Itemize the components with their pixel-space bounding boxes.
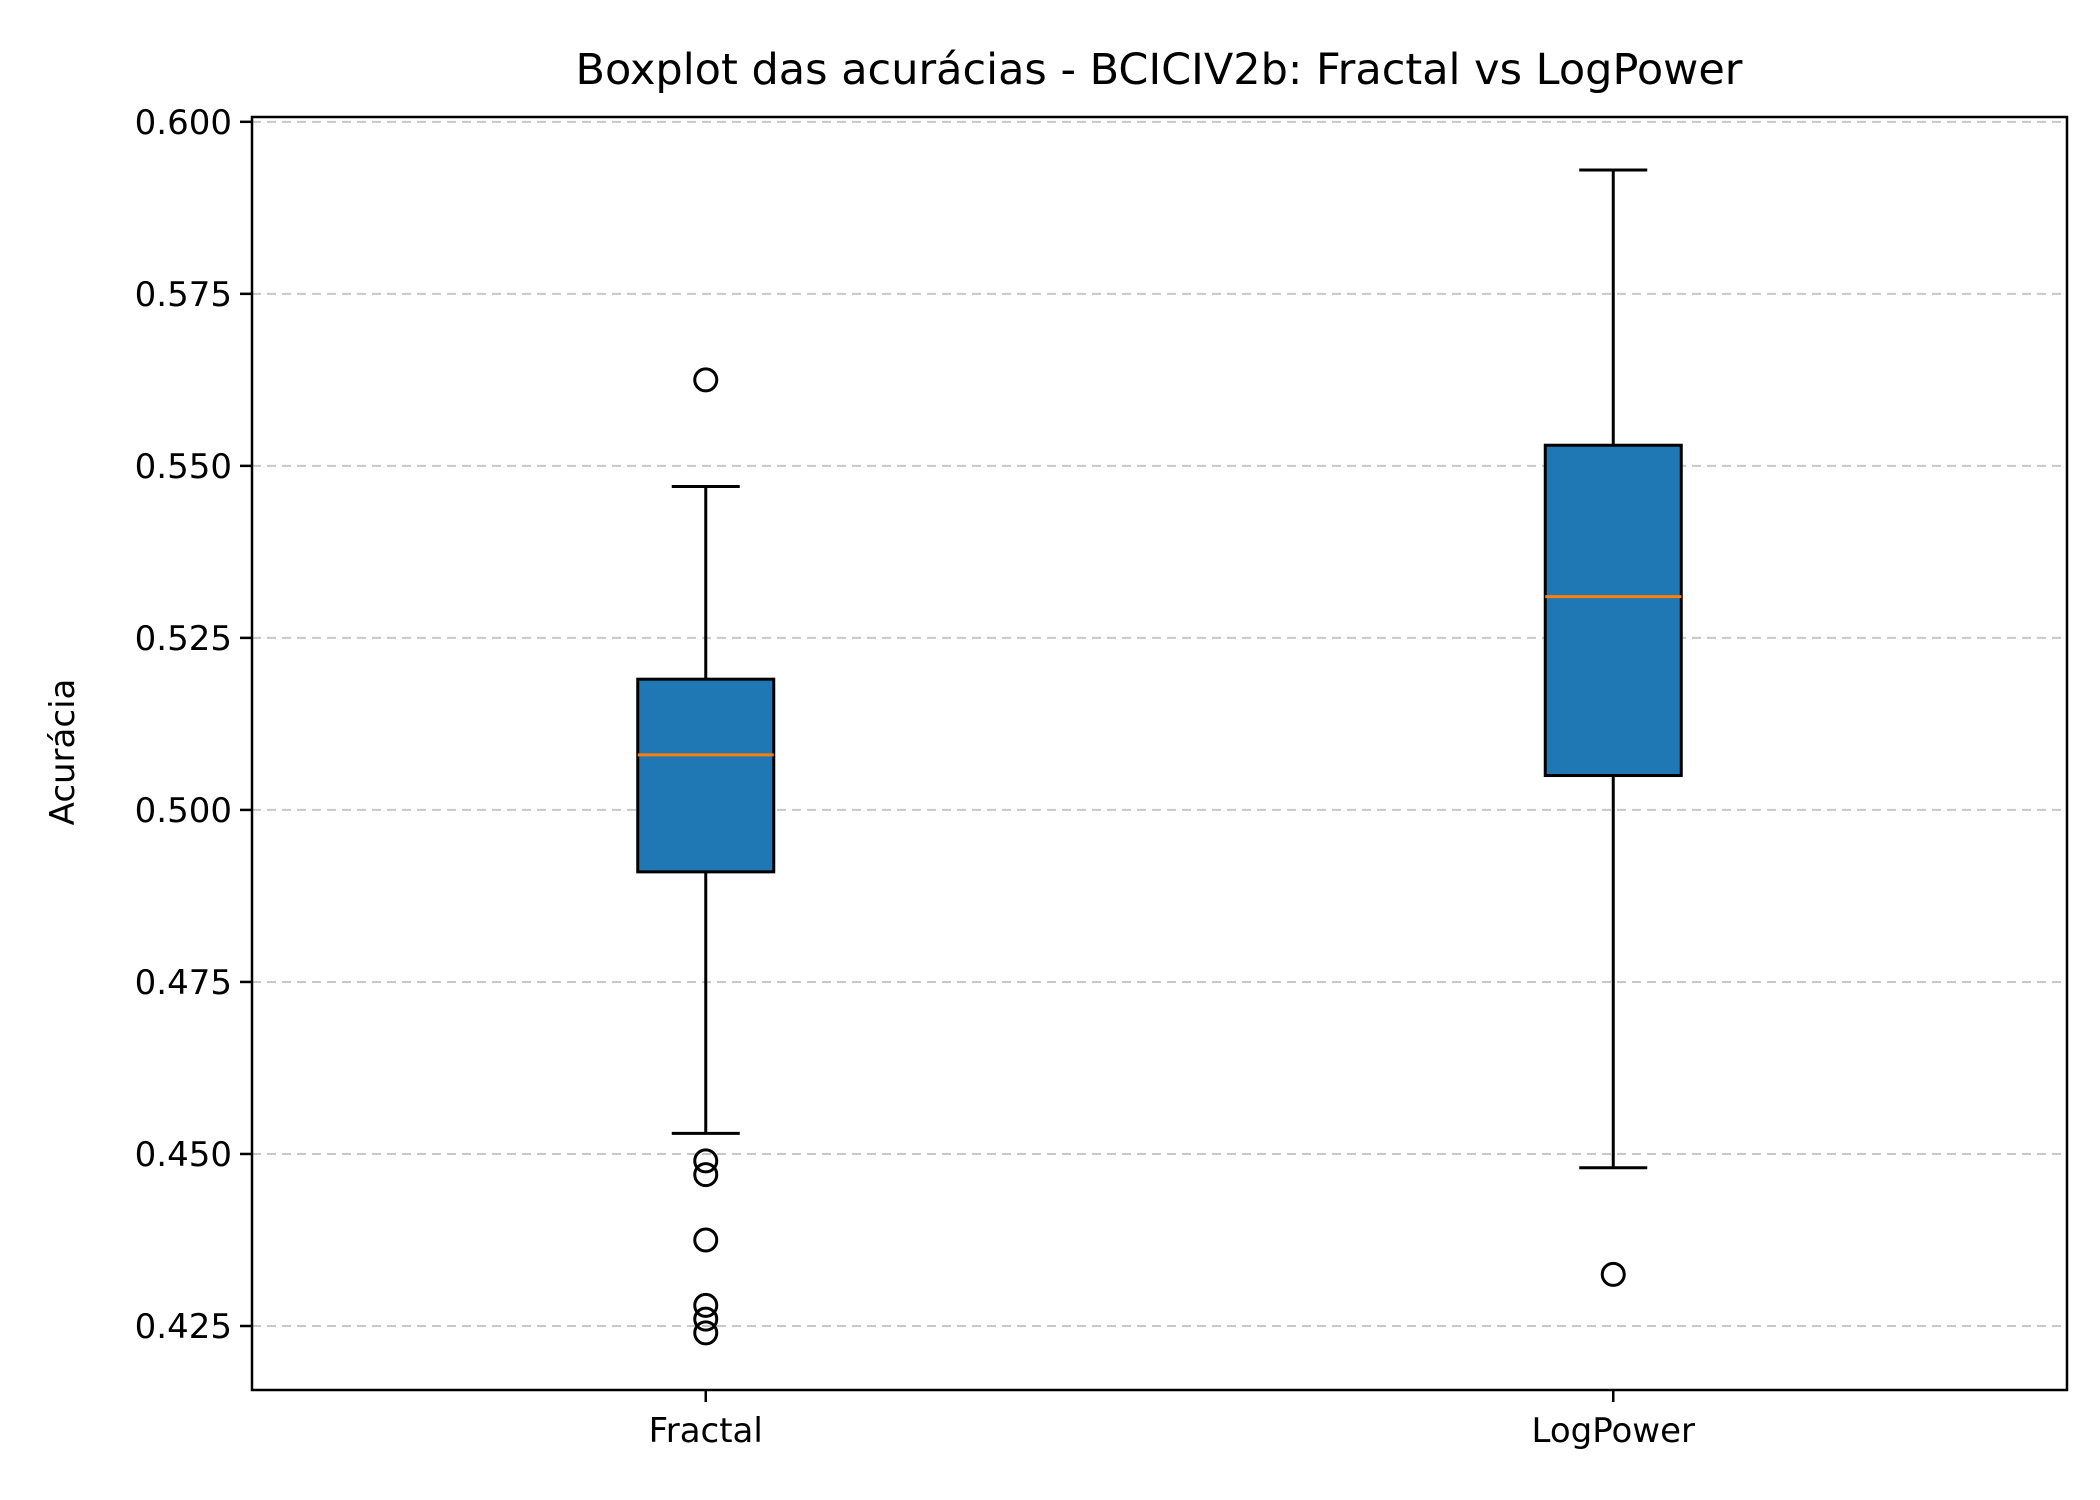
y-tick-label: 0.425 xyxy=(135,1307,232,1347)
chart-title: Boxplot das acurácias - BCICIV2b: Fracta… xyxy=(575,45,1742,95)
box xyxy=(1543,443,1683,778)
outlier-point xyxy=(693,1306,719,1332)
y-tick-label: 0.575 xyxy=(135,275,232,315)
box-group xyxy=(1543,168,1683,1287)
y-tick-label: 0.500 xyxy=(135,791,232,831)
y-tick-label: 0.475 xyxy=(135,963,232,1003)
y-axis: 0.425 0.450 0.475 0.500 0.525 0.550 0.575 0.600 xyxy=(135,103,252,1347)
outlier-point xyxy=(693,1148,719,1174)
y-tick-label: 0.550 xyxy=(135,447,232,487)
outlier-point xyxy=(693,1320,719,1346)
x-axis: Fractal LogPower xyxy=(649,1390,1695,1451)
plot-area xyxy=(636,168,1683,1346)
y-tick-label: 0.450 xyxy=(135,1135,232,1175)
x-tick-label: Fractal xyxy=(649,1411,763,1451)
gridlines xyxy=(252,120,2067,1328)
plot-frame xyxy=(250,115,2069,1392)
outlier-point xyxy=(693,1162,719,1188)
outlier-point xyxy=(1600,1261,1626,1287)
outlier-point xyxy=(693,1227,719,1253)
box xyxy=(636,677,776,874)
box-group xyxy=(636,367,776,1346)
y-axis-label: Acurácia xyxy=(43,679,83,826)
outlier-point xyxy=(693,1292,719,1318)
y-tick-label: 0.525 xyxy=(135,619,232,659)
x-tick-label: LogPower xyxy=(1531,1411,1695,1451)
y-tick-label: 0.600 xyxy=(135,103,232,143)
outlier-point xyxy=(693,367,719,393)
